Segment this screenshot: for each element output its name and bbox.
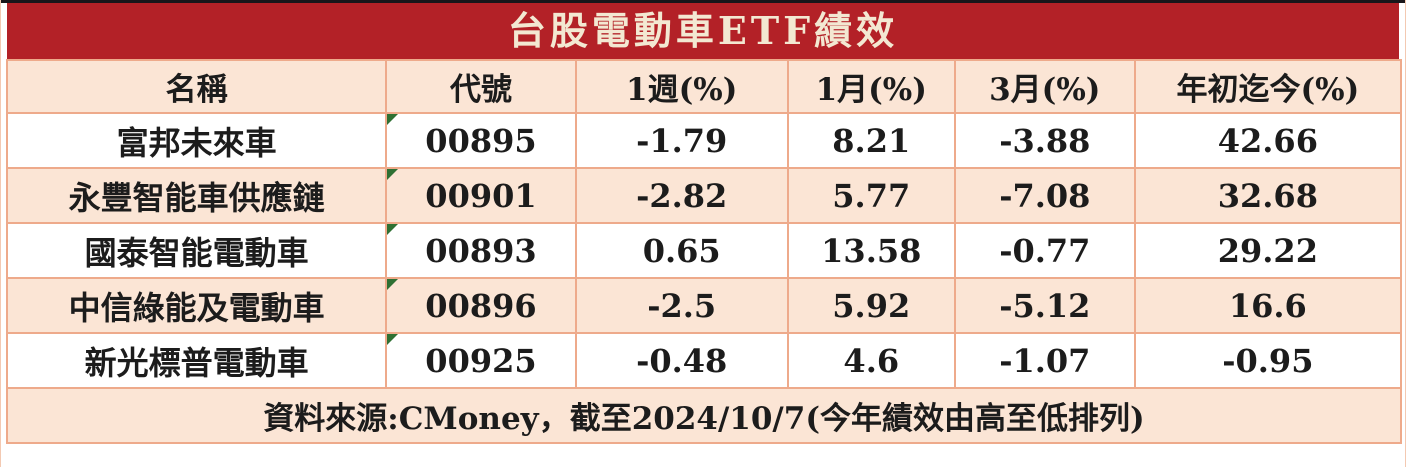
etf-3month: -0.77 — [953, 222, 1136, 279]
green-corner-marker-icon — [388, 335, 399, 345]
etf-code: 00893 — [385, 222, 577, 279]
etf-3month: -7.08 — [953, 167, 1136, 224]
column-header-ytd: 年初迄今(%) — [1133, 59, 1403, 114]
etf-code: 00895 — [385, 112, 577, 169]
table-title-bar: 台股電動車ETF績效 — [7, 3, 1399, 59]
etf-name: 富邦未來車 — [5, 112, 388, 169]
green-corner-marker-icon — [388, 280, 399, 290]
etf-code-value: 00895 — [425, 121, 537, 160]
etf-1month: 8.21 — [786, 112, 956, 169]
bottom-margin — [1, 444, 1405, 450]
table-row: 富邦未來車 00895 -1.79 8.21 -3.88 42.66 — [5, 112, 1403, 169]
etf-ytd: 42.66 — [1133, 112, 1403, 169]
top-border-line — [1, 0, 1405, 3]
etf-code: 00901 — [385, 167, 577, 224]
etf-name: 國泰智能電動車 — [5, 222, 388, 279]
etf-1month: 5.92 — [786, 277, 956, 334]
etf-ytd: 29.22 — [1133, 222, 1403, 279]
etf-1week: -0.48 — [574, 332, 789, 389]
table-row: 國泰智能電動車 00893 0.65 13.58 -0.77 29.22 — [5, 222, 1403, 279]
green-corner-marker-icon — [388, 115, 399, 125]
etf-1month: 4.6 — [786, 332, 956, 389]
table-row: 新光標普電動車 00925 -0.48 4.6 -1.07 -0.95 — [5, 332, 1403, 389]
column-header-1month: 1月(%) — [786, 59, 956, 114]
column-header-1week: 1週(%) — [574, 59, 789, 114]
etf-1week: -2.82 — [574, 167, 789, 224]
green-corner-marker-icon — [388, 170, 399, 180]
table-header-row: 名稱 代號 1週(%) 1月(%) 3月(%) 年初迄今(%) — [5, 59, 1403, 114]
etf-code-value: 00901 — [425, 176, 537, 215]
etf-name: 新光標普電動車 — [5, 332, 388, 389]
etf-ytd: 16.6 — [1133, 277, 1403, 334]
etf-performance-table: 名稱 代號 1週(%) 1月(%) 3月(%) 年初迄今(%) 富邦未來車 00… — [5, 59, 1403, 444]
etf-1week: -1.79 — [574, 112, 789, 169]
etf-ytd: -0.95 — [1133, 332, 1403, 389]
etf-name: 永豐智能車供應鏈 — [5, 167, 388, 224]
etf-3month: -3.88 — [953, 112, 1136, 169]
table-row: 中信綠能及電動車 00896 -2.5 5.92 -5.12 16.6 — [5, 277, 1403, 334]
etf-code-value: 00893 — [425, 231, 537, 270]
column-header-name: 名稱 — [5, 59, 388, 114]
etf-code: 00925 — [385, 332, 577, 389]
table-title: 台股電動車ETF績效 — [507, 8, 899, 53]
etf-1week: -2.5 — [574, 277, 789, 334]
etf-1week: 0.65 — [574, 222, 789, 279]
column-header-3month: 3月(%) — [953, 59, 1136, 114]
etf-code-value: 00925 — [425, 341, 537, 380]
etf-code-value: 00896 — [425, 286, 537, 325]
green-corner-marker-icon — [388, 225, 399, 235]
data-source-note: 資料來源:CMoney，截至2024/10/7(今年績效由高至低排列) — [6, 387, 1402, 444]
etf-1month: 5.77 — [786, 167, 956, 224]
etf-ytd: 32.68 — [1133, 167, 1403, 224]
etf-code: 00896 — [385, 277, 577, 334]
etf-3month: -5.12 — [953, 277, 1136, 334]
etf-1month: 13.58 — [786, 222, 956, 279]
column-header-code: 代號 — [385, 59, 577, 114]
etf-3month: -1.07 — [953, 332, 1136, 389]
table-row: 永豐智能車供應鏈 00901 -2.82 5.77 -7.08 32.68 — [5, 167, 1403, 224]
table-footer-row: 資料來源:CMoney，截至2024/10/7(今年績效由高至低排列) — [6, 387, 1402, 444]
etf-name: 中信綠能及電動車 — [5, 277, 388, 334]
